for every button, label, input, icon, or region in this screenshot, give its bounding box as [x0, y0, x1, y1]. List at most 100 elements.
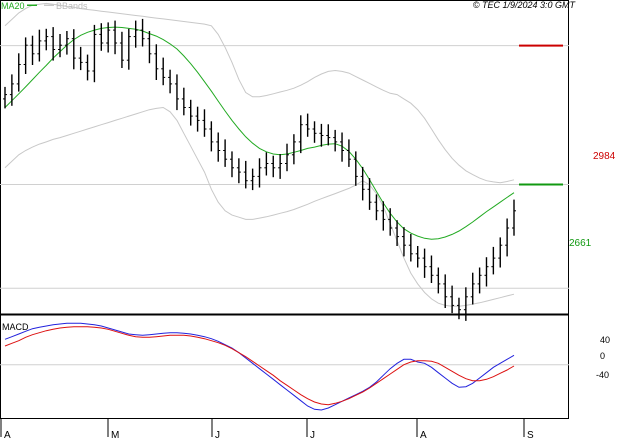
- price-bar: [37, 29, 42, 62]
- macd-title: MACD: [2, 322, 29, 332]
- price-bar: [168, 69, 173, 94]
- month-label: J: [215, 430, 220, 440]
- price-bar: [374, 194, 379, 221]
- support-line: [519, 183, 563, 186]
- month-label: J: [310, 430, 315, 440]
- price-bar: [333, 129, 338, 152]
- price-bar: [408, 234, 413, 262]
- timestamp-watermark: © TEC 1/9/2024 3:0 GMT: [473, 0, 577, 10]
- price-bar: [92, 24, 97, 83]
- price-bar: [9, 74, 14, 106]
- ma20-layer: [4, 26, 515, 240]
- price-bar: [161, 57, 166, 86]
- price-bar: [126, 28, 131, 70]
- price-bar: [99, 23, 104, 51]
- price-bar: [388, 208, 393, 236]
- price-bar: [443, 274, 448, 308]
- price-bar: [71, 29, 76, 70]
- resistance-label: 2984: [593, 151, 616, 162]
- month-label: A: [4, 430, 11, 440]
- price-bar: [367, 178, 372, 210]
- macd-line: [4, 322, 515, 411]
- macd-tick-minus-40: -40: [596, 370, 609, 380]
- price-bar: [395, 220, 400, 246]
- macd-panel: [0, 322, 569, 411]
- bbands-legend-label: BBands: [56, 1, 88, 11]
- price-bar: [64, 31, 69, 55]
- price-bar: [319, 123, 324, 147]
- bbands-legend-swatch: [44, 4, 54, 6]
- price-bar: [340, 132, 345, 162]
- price-bar: [85, 54, 90, 81]
- price-bar: [223, 139, 228, 167]
- price-bar: [229, 151, 234, 178]
- price-bar: [140, 18, 145, 47]
- price-bar: [16, 53, 21, 92]
- price-bar: [491, 246, 496, 275]
- price-bar: [484, 257, 489, 287]
- price-bar: [346, 139, 351, 167]
- price-bar: [463, 287, 468, 321]
- price-bar: [498, 237, 503, 268]
- month-label: S: [527, 430, 534, 440]
- price-bar: [236, 158, 241, 184]
- price-bar: [119, 31, 124, 68]
- price-bar: [326, 124, 331, 146]
- price-bar: [243, 160, 248, 189]
- price-bar: [401, 227, 406, 257]
- support-label: 2661: [569, 238, 592, 249]
- price-bar: [30, 35, 35, 65]
- macd-tick-40: 40: [600, 335, 610, 345]
- price-bar: [422, 248, 427, 278]
- price-bar: [271, 155, 276, 178]
- price-bar: [23, 37, 28, 74]
- price-bar: [202, 109, 207, 137]
- price-bar: [154, 44, 159, 80]
- price-bar: [381, 201, 386, 231]
- price-bar: [58, 34, 63, 58]
- bbands-layer: [4, 2, 515, 307]
- price-bar: [436, 267, 441, 294]
- macd-tick-0: 0: [600, 351, 605, 361]
- price-bar: [285, 143, 290, 172]
- price-bar: [78, 46, 83, 71]
- ma20-legend-swatch: [27, 4, 37, 6]
- bbands-lower-line: [4, 106, 515, 307]
- price-bar: [450, 285, 455, 314]
- price-bar: [106, 22, 111, 53]
- price-levels: [519, 44, 563, 186]
- price-bar: [147, 31, 152, 64]
- price-bar: [360, 166, 365, 201]
- month-label: M: [111, 430, 119, 440]
- price-bar: [195, 106, 200, 132]
- price-bars: [3, 18, 516, 321]
- price-bar: [257, 158, 262, 188]
- price-bar: [312, 121, 317, 143]
- price-bar: [415, 246, 420, 268]
- chart-frame: [0, 0, 569, 419]
- price-bar: [291, 134, 296, 165]
- price-bar: [174, 74, 179, 111]
- price-bar: [181, 87, 186, 116]
- price-bar: [113, 20, 118, 55]
- price-bar: [470, 272, 475, 305]
- price-bar: [133, 20, 138, 48]
- price-bar: [505, 218, 510, 257]
- price-bar: [429, 255, 434, 283]
- price-bar: [298, 115, 303, 154]
- resistance-line: [519, 44, 563, 47]
- price-bar: [477, 267, 482, 294]
- price-bar: [209, 121, 214, 152]
- price-bar: [44, 28, 49, 51]
- signal-line: [4, 326, 515, 406]
- ma20-legend-label: MA20: [1, 1, 25, 11]
- month-label: A: [420, 430, 427, 440]
- price-bar: [264, 152, 269, 176]
- bbands-upper-line: [4, 2, 515, 184]
- price-bar: [188, 99, 193, 126]
- price-bar: [51, 27, 56, 61]
- price-bar: [456, 297, 461, 320]
- ma20-line: [4, 26, 515, 240]
